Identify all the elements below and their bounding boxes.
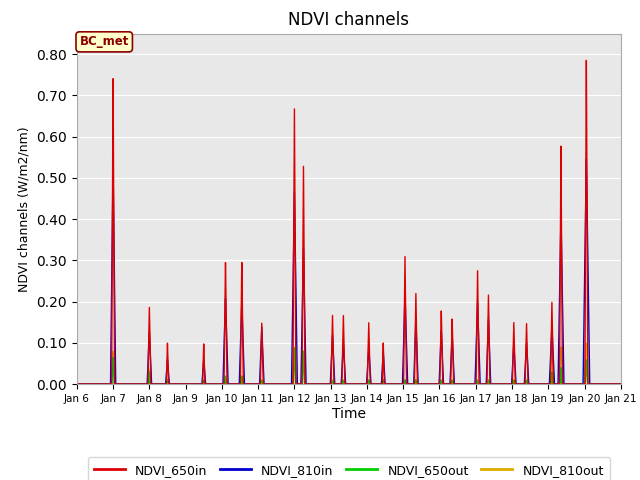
NDVI_650out (506, 381, 513, 387)
NDVI_650in (476, 381, 484, 387)
NDVI_810in (395, 381, 403, 387)
NDVI_650in (395, 381, 403, 387)
NDVI_650out (291, 345, 298, 351)
NDVI_810in (100, 381, 108, 387)
NDVI_650in (617, 381, 625, 387)
NDVI_650out (73, 381, 81, 387)
Line: NDVI_650in: NDVI_650in (77, 60, 621, 384)
NDVI_810out (617, 381, 625, 387)
NDVI_810out (476, 381, 484, 387)
NDVI_810in (73, 381, 81, 387)
NDVI_810out (270, 381, 278, 387)
NDVI_650in (73, 381, 81, 387)
NDVI_650out (100, 381, 108, 387)
NDVI_650in (100, 381, 108, 387)
NDVI_650in (582, 58, 590, 63)
NDVI_650out (395, 381, 403, 387)
NDVI_810in (582, 156, 590, 162)
NDVI_650in (419, 381, 426, 387)
Text: BC_met: BC_met (79, 36, 129, 48)
NDVI_810in (506, 381, 513, 387)
NDVI_650in (506, 381, 513, 387)
Line: NDVI_650out: NDVI_650out (77, 348, 621, 384)
NDVI_810out (419, 381, 426, 387)
NDVI_650in (270, 381, 278, 387)
NDVI_810in (476, 381, 484, 387)
NDVI_810in (419, 381, 426, 387)
NDVI_810out (100, 381, 108, 387)
NDVI_810in (270, 381, 278, 387)
NDVI_650out (270, 381, 278, 387)
NDVI_810out (395, 381, 403, 387)
Y-axis label: NDVI channels (W/m2/nm): NDVI channels (W/m2/nm) (18, 126, 31, 292)
Line: NDVI_810in: NDVI_810in (77, 159, 621, 384)
NDVI_650out (476, 381, 484, 387)
NDVI_810in (617, 381, 625, 387)
Title: NDVI channels: NDVI channels (288, 11, 410, 29)
X-axis label: Time: Time (332, 407, 366, 420)
NDVI_810out (506, 381, 513, 387)
Legend: NDVI_650in, NDVI_810in, NDVI_650out, NDVI_810out: NDVI_650in, NDVI_810in, NDVI_650out, NDV… (88, 457, 610, 480)
NDVI_810out (582, 340, 590, 346)
NDVI_650out (617, 381, 625, 387)
Line: NDVI_810out: NDVI_810out (77, 343, 621, 384)
NDVI_650out (419, 381, 426, 387)
NDVI_810out (73, 381, 81, 387)
